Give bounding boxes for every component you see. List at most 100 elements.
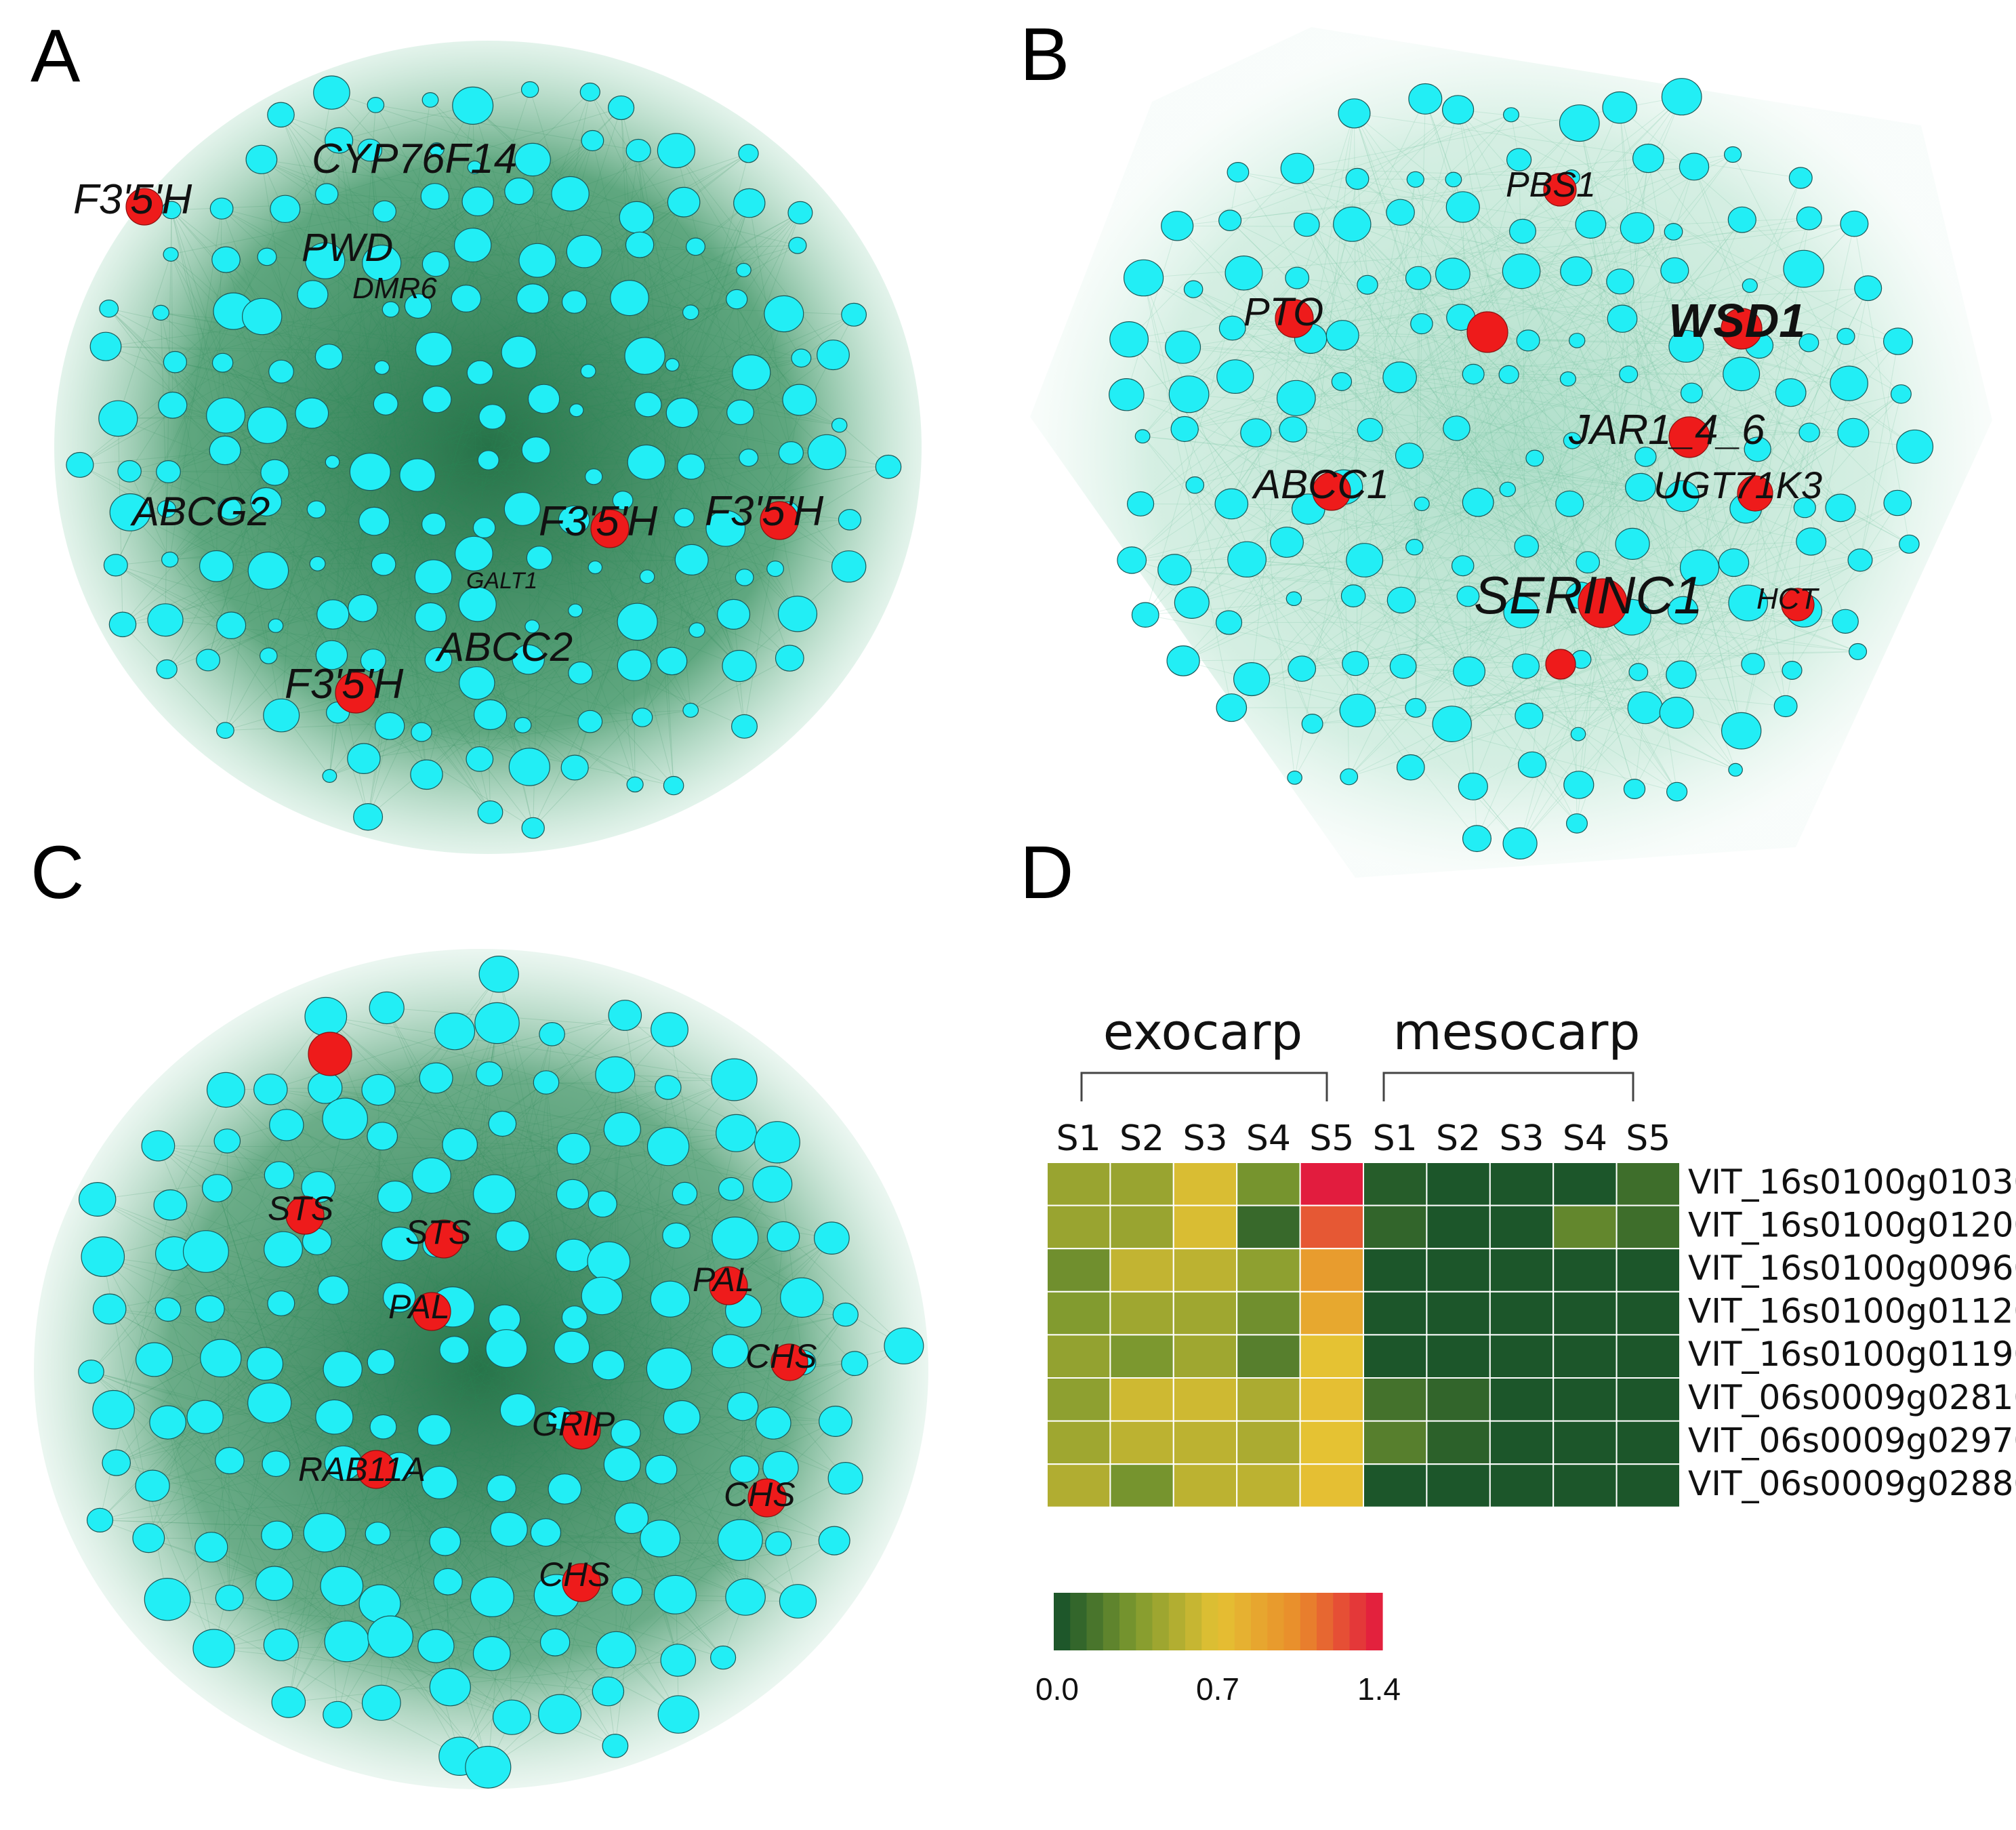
network-node (521, 436, 551, 464)
network-node (161, 551, 179, 568)
network-node (607, 95, 635, 121)
network-edge (390, 1469, 745, 1638)
heatmap-cell (1236, 1290, 1301, 1336)
network-edge (1631, 617, 1858, 652)
network-edge (634, 212, 801, 666)
highlight-node (1668, 416, 1710, 458)
network-node (1386, 199, 1415, 226)
network-edge (435, 264, 439, 660)
network-edge (1456, 428, 1508, 490)
network-node (1602, 91, 1638, 124)
network-edge (274, 309, 392, 473)
network-edge (325, 245, 798, 262)
network-edge (229, 367, 382, 509)
network-edge (1673, 231, 1734, 563)
network-edge (213, 1118, 346, 1649)
network-edge (1462, 207, 1758, 450)
network-node (813, 1221, 850, 1255)
highlight-node (562, 1410, 601, 1450)
network-edge (275, 509, 317, 626)
network-node (1443, 415, 1470, 441)
highlight-node (590, 509, 630, 548)
heatmap-cell (1299, 1420, 1364, 1465)
network-edge (281, 115, 529, 660)
network-edge (1306, 224, 1677, 713)
network-node (420, 183, 450, 210)
network-node (625, 138, 651, 163)
network-edge (506, 1079, 735, 1349)
network-edge (1576, 270, 1758, 450)
network-node (477, 800, 503, 824)
network-edge (332, 371, 752, 463)
network-edge (532, 159, 798, 614)
network-edge (626, 1417, 682, 1592)
network-node (495, 1220, 530, 1252)
network-node (323, 1701, 352, 1728)
network-edge (383, 217, 637, 565)
network-node (99, 299, 119, 318)
network-edge (175, 361, 691, 467)
network-node (1240, 418, 1272, 447)
network-node (533, 1070, 560, 1095)
network-edge (417, 474, 596, 568)
network-edge (316, 1241, 561, 1419)
network-node (451, 285, 482, 313)
colorbar-step (1365, 1593, 1383, 1650)
network-edge (1349, 487, 1641, 777)
network-edge (226, 259, 643, 718)
network-edge (229, 299, 737, 509)
network-edge (1185, 346, 1687, 430)
network-node (361, 1684, 401, 1721)
network-edge (286, 1124, 513, 1237)
network-node (660, 1644, 697, 1677)
heatmap-cell (1299, 1290, 1364, 1336)
colorbar-step (1283, 1593, 1301, 1650)
network-edge (283, 1248, 835, 1541)
colorbar-step (1218, 1593, 1235, 1650)
network-edge (398, 1345, 905, 1467)
heatmap-column-label: S3 (1182, 1118, 1227, 1159)
network-edge (1131, 177, 1572, 561)
network-edge (217, 1029, 670, 1189)
network-node (585, 468, 603, 485)
network-edge (152, 1196, 396, 1486)
network-edge (116, 1297, 802, 1463)
network-edge (1191, 96, 1683, 603)
network-edge (333, 1290, 626, 1434)
network-edge (382, 367, 537, 451)
heatmap-cell (1489, 1420, 1555, 1465)
network-node (778, 441, 804, 465)
network-edge (1182, 109, 1458, 348)
network-node (1432, 706, 1472, 742)
network-c-labels: STS STS PAL PAL CHS GRIP RAB11A CHS CHS (268, 1190, 817, 1593)
bracket-mesocarp (1382, 1072, 1634, 1101)
gene-label: GALT1 (466, 568, 537, 594)
network-node (716, 1114, 757, 1152)
heatmap-cell (1363, 1162, 1428, 1206)
network-edge (79, 464, 363, 609)
network-edge (1351, 224, 1678, 792)
network-edge (343, 1183, 773, 1463)
network-edge (1306, 224, 1470, 672)
network-node (568, 662, 593, 685)
network-node (357, 138, 383, 162)
network-node (1382, 361, 1417, 394)
network-node (108, 611, 137, 638)
network-edge (1693, 166, 1861, 561)
gene-label: F3'5'H (285, 661, 404, 708)
network-edge (1741, 287, 1868, 375)
network-edge (1176, 225, 1422, 504)
network-edge (621, 107, 726, 529)
network-node (1462, 363, 1485, 385)
network-node (1214, 488, 1249, 520)
colorbar-steps (1054, 1593, 1383, 1650)
network-node (731, 714, 758, 739)
network-node (838, 508, 862, 531)
network-node (247, 1382, 292, 1423)
highlight-node (709, 1266, 748, 1305)
network-node (367, 1122, 398, 1151)
network-edge (285, 107, 621, 209)
network-node (1607, 304, 1638, 333)
network-edge (116, 1462, 678, 1661)
